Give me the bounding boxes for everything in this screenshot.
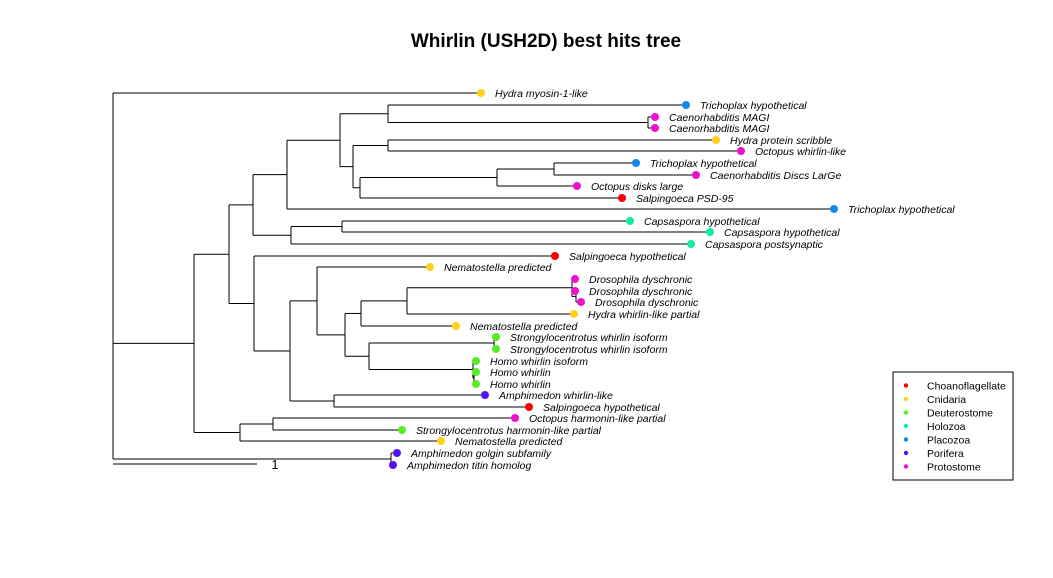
legend-label: Placozoa — [927, 435, 970, 447]
tip-label: Amphimedon whirlin-like — [498, 390, 613, 402]
tip-marker — [570, 310, 578, 318]
tip-label: Amphimedon titin homolog — [406, 460, 531, 472]
tip-marker — [525, 403, 533, 411]
legend-swatch — [903, 383, 909, 388]
tip-marker — [651, 124, 659, 132]
tip-marker — [452, 322, 460, 330]
tip-marker — [830, 205, 838, 213]
tip-marker — [651, 113, 659, 121]
tip-label: Homo whirlin — [490, 379, 551, 391]
tip-label: Trichoplax hypothetical — [848, 204, 955, 216]
tip-marker — [626, 217, 634, 225]
tip-label: Strongylocentrotus whirlin isoform — [510, 332, 668, 344]
tip-label: Caenorhabditis Discs LarGe — [710, 170, 841, 182]
tree-branches — [112, 92, 834, 466]
tip-marker — [481, 391, 489, 399]
tip-label: Caenorhabditis MAGI — [669, 123, 769, 135]
legend-swatch — [903, 410, 909, 415]
tip-marker — [477, 89, 485, 97]
legend-box — [892, 371, 1014, 481]
scale-bar: 1 — [113, 457, 279, 472]
legend-label: Choanoflagellate — [927, 381, 1006, 393]
tip-marker — [571, 287, 579, 295]
tip-marker — [712, 136, 720, 144]
tip-marker — [692, 171, 700, 179]
tip-label: Drosophila dyschronic — [595, 297, 699, 309]
tip-label: Nematostella predicted — [455, 436, 564, 448]
legend-label: Porifera — [927, 448, 964, 460]
tip-label: Homo whirlin — [490, 367, 551, 379]
tip-label: Amphimedon golgin subfamily — [410, 448, 552, 460]
tip-label: Trichoplax hypothetical — [650, 158, 757, 170]
tip-label: Nematostella predicted — [444, 262, 553, 274]
tip-label: Caenorhabditis MAGI — [669, 112, 769, 124]
legend-swatch — [903, 423, 909, 429]
legend-swatch — [903, 396, 909, 402]
legend-label: Protostome — [927, 462, 981, 474]
tip-marker — [398, 426, 406, 434]
tree-title: Whirlin (USH2D) best hits tree — [411, 31, 681, 52]
tip-label: Octopus harmonin-like partial — [529, 413, 666, 425]
tip-label: Hydra whirlin-like partial — [588, 309, 700, 321]
tip-marker — [472, 357, 480, 365]
tip-label: Strongylocentrotus whirlin isoform — [510, 344, 668, 356]
tip-label: Capsaspora postsynaptic — [705, 239, 824, 251]
tip-marker — [511, 414, 519, 422]
tip-label: Capsaspora hypothetical — [724, 227, 840, 239]
tip-label: Octopus disks large — [591, 181, 683, 193]
tip-label: Drosophila dyschronic — [589, 274, 693, 286]
legend-label: Deuterostome — [927, 408, 993, 420]
tip-label: Homo whirlin isoform — [490, 356, 588, 368]
tip-label: Salpingoeca hypothetical — [569, 251, 686, 263]
tip-label: Salpingoeca hypothetical — [543, 402, 660, 414]
tip-marker — [632, 159, 640, 167]
tip-marker — [573, 182, 581, 190]
tip-label: Capsaspora hypothetical — [644, 216, 760, 228]
tip-label: Hydra protein scribble — [730, 135, 832, 147]
tip-marker — [551, 252, 559, 260]
tip-marker — [492, 333, 500, 341]
tip-label: Octopus whirlin-like — [755, 146, 846, 158]
legend-swatch — [903, 464, 909, 469]
tip-marker — [472, 368, 480, 376]
tip-marker — [437, 437, 445, 445]
tip-marker — [426, 263, 434, 271]
legend-swatch — [903, 437, 909, 442]
tip-marker — [618, 194, 626, 202]
tip-label: Hydra myosin-1-like — [495, 88, 588, 100]
tip-marker — [737, 147, 745, 155]
tip-marker — [393, 449, 401, 457]
tip-marker — [706, 228, 714, 236]
scale-bar-label: 1 — [271, 457, 278, 472]
tip-label: Nematostella predicted — [470, 321, 579, 333]
tip-marker — [472, 380, 480, 388]
legend-swatch — [903, 450, 909, 456]
tip-label: Trichoplax hypothetical — [700, 100, 807, 112]
tip-marker — [682, 101, 690, 109]
tip-marker — [389, 461, 397, 469]
legend-label: Holozoa — [927, 421, 966, 433]
tip-marker — [492, 345, 500, 353]
tip-marker — [571, 275, 579, 283]
tip-marker — [577, 298, 585, 306]
tip-marker — [687, 240, 695, 248]
tip-label: Drosophila dyschronic — [589, 286, 693, 298]
tree-tips: Hydra myosin-1-like Trichoplax hypothetic… — [389, 88, 955, 472]
legend-label: Cnidaria — [927, 394, 966, 406]
tip-label: Salpingoeca PSD-95 — [636, 193, 734, 205]
tip-label: Strongylocentrotus harmonin-like partial — [416, 425, 602, 437]
